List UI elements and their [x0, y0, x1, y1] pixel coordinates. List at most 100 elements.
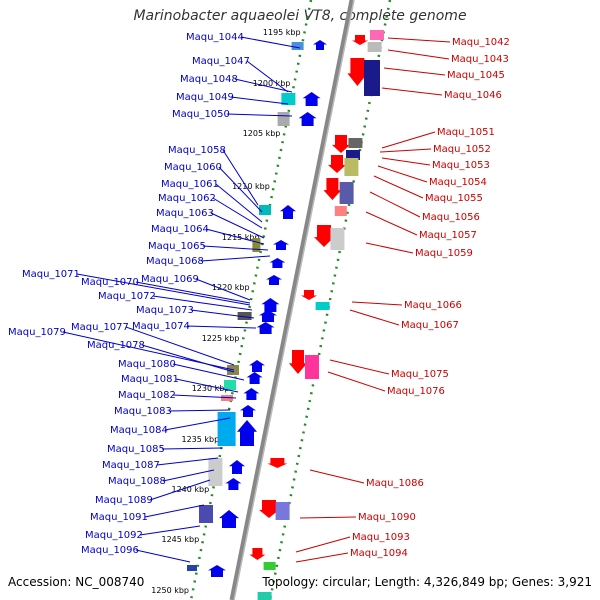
- gene-label-left: Maqu_1082: [118, 390, 176, 401]
- gene-label-left: Maqu_1070: [81, 277, 139, 288]
- annotation-block: [224, 380, 236, 390]
- gene-label-left: Maqu_1088: [108, 476, 166, 487]
- leader-line-left: [168, 409, 231, 412]
- gene-label-right: Maqu_1043: [451, 54, 509, 65]
- leader-line-left: [139, 525, 201, 536]
- gene-feature: [328, 155, 346, 173]
- scale-tick-label: 1220 kbp: [212, 283, 250, 292]
- scale-tick-label: 1195 kbp: [263, 28, 301, 37]
- leader-line-left: [205, 228, 265, 245]
- gene-feature: [352, 35, 368, 45]
- gene-label-right: Maqu_1094: [350, 548, 408, 559]
- gene-label-left: Maqu_1089: [95, 495, 153, 506]
- leader-line-right: [387, 37, 451, 43]
- gene-feature: [259, 500, 279, 518]
- gene-label-left: Maqu_1049: [176, 92, 234, 103]
- leader-line-right: [295, 536, 351, 553]
- gene-label-right: Maqu_1051: [437, 127, 495, 138]
- gene-label-right: Maqu_1042: [452, 37, 510, 48]
- annotation-block: [370, 30, 384, 40]
- annotation-block: [237, 312, 252, 320]
- scale-tick-label: 1245 kbp: [161, 535, 199, 544]
- annotation-block: [277, 112, 290, 126]
- gene-label-left: Maqu_1083: [114, 406, 172, 417]
- leader-line-left: [162, 469, 215, 482]
- gene-feature: [256, 322, 275, 334]
- leader-line-left: [226, 113, 293, 117]
- genome-backbone: [229, 0, 355, 600]
- leader-line-left: [76, 273, 251, 306]
- scale-tick-label: 1230 kbp: [192, 384, 230, 393]
- leader-line-right: [365, 242, 414, 254]
- gene-feature: [332, 135, 350, 153]
- gene-label-left: Maqu_1085: [107, 444, 165, 455]
- scale-tick-label: 1250 kbp: [151, 586, 189, 595]
- gene-label-left: Maqu_1063: [156, 208, 214, 219]
- gene-label-right: Maqu_1057: [419, 230, 477, 241]
- gene-label-right: Maqu_1067: [401, 320, 459, 331]
- gene-label-left: Maqu_1087: [102, 460, 160, 471]
- leader-line-right: [295, 552, 349, 563]
- leader-line-left: [212, 197, 263, 229]
- leader-line-right: [299, 516, 357, 519]
- leader-line-left: [234, 78, 293, 93]
- leader-line-right: [329, 359, 390, 375]
- gene-feature: [261, 298, 280, 312]
- annotation-block: [330, 228, 345, 250]
- gene-label-right: Maqu_1053: [432, 160, 490, 171]
- gene-label-left: Maqu_1061: [161, 179, 219, 190]
- gene-label-left: Maqu_1079: [8, 327, 66, 338]
- leader-line-left: [230, 96, 289, 105]
- leader-line-left: [175, 378, 239, 393]
- leader-line-left: [161, 447, 223, 450]
- gene-feature: [266, 275, 282, 285]
- annotation-block: [275, 502, 290, 520]
- gene-feature: [243, 388, 260, 400]
- gene-feature: [259, 310, 277, 322]
- gene-feature: [280, 205, 296, 219]
- gene-feature: [237, 420, 257, 446]
- leader-line-left: [172, 363, 245, 381]
- annotation-block: [305, 355, 319, 379]
- leader-line-right: [349, 309, 400, 326]
- gene-feature: [347, 58, 368, 86]
- annotation-block: [199, 505, 213, 523]
- leader-line-left: [172, 394, 237, 399]
- gene-label-left: Maqu_1050: [172, 109, 230, 120]
- gene-label-left: Maqu_1069: [141, 274, 199, 285]
- leader-line-left: [141, 344, 235, 373]
- gene-label-left: Maqu_1078: [87, 340, 145, 351]
- gene-label-left: Maqu_1062: [158, 193, 216, 204]
- leader-line-right: [369, 191, 421, 218]
- annotation-block: [315, 302, 330, 310]
- leader-line-right: [381, 87, 443, 96]
- leader-line-left: [164, 417, 231, 431]
- leader-line-left: [240, 36, 301, 49]
- gene-label-left: Maqu_1084: [110, 425, 168, 436]
- gene-label-left: Maqu_1072: [98, 291, 156, 302]
- gene-label-left: Maqu_1048: [180, 74, 238, 85]
- leader-line-left: [222, 149, 259, 206]
- leader-line-right: [381, 131, 436, 149]
- leader-line-right: [327, 371, 386, 392]
- gene-feature: [267, 458, 288, 468]
- annotation-block: [217, 412, 236, 446]
- diagram-title: Marinobacter aquaeolei VT8, complete gen…: [133, 8, 467, 24]
- leader-line-right: [379, 148, 432, 153]
- annotation-block: [339, 182, 354, 204]
- leader-line-left: [149, 479, 211, 501]
- gene-label-left: Maqu_1071: [22, 269, 80, 280]
- gene-label-left: Maqu_1091: [90, 512, 148, 523]
- topology-text: Topology: circular; Length: 4,326,849 bp…: [262, 575, 592, 589]
- annotation-block: [257, 592, 272, 600]
- gene-feature: [313, 40, 327, 50]
- gene-feature: [225, 478, 242, 490]
- gene-label-right: Maqu_1066: [404, 300, 462, 311]
- leader-line-left: [156, 457, 219, 466]
- gene-feature: [249, 548, 266, 560]
- leader-line-left: [190, 309, 255, 319]
- annotation-block: [208, 458, 223, 486]
- gene-feature: [314, 225, 334, 247]
- gene-feature: [289, 350, 307, 374]
- annotation-block: [252, 238, 261, 252]
